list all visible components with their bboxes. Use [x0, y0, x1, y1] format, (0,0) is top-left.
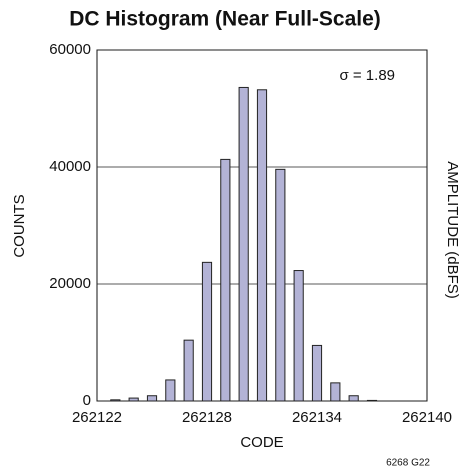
bar — [275, 168, 286, 402]
chart-title: DC Histogram (Near Full-Scale) — [69, 8, 381, 31]
clipped-axis-label: AMPLITUDE (dBFS) — [444, 161, 461, 299]
bar — [348, 395, 359, 402]
y-tick-label: 20000 — [49, 275, 91, 292]
bar — [165, 379, 176, 402]
y-tick-label: 60000 — [49, 41, 91, 58]
bar — [256, 89, 268, 402]
y-tick-label: 40000 — [49, 158, 91, 175]
x-axis-label: CODE — [240, 434, 283, 451]
bar — [220, 158, 231, 402]
bar — [238, 86, 249, 402]
bar — [183, 339, 194, 402]
annotation: σ = 1.89 — [339, 67, 395, 84]
bar — [146, 395, 158, 402]
bar — [110, 399, 121, 402]
bar — [366, 399, 378, 402]
figure-id: 6268 G22 — [386, 458, 430, 469]
x-tick-label: 262134 — [292, 409, 342, 426]
x-tick-label: 262140 — [402, 409, 452, 426]
x-tick-label: 262128 — [182, 409, 232, 426]
bar — [311, 344, 323, 402]
y-axis-label: COUNTS — [11, 194, 28, 257]
y-tick-label: 0 — [83, 392, 91, 409]
bar — [293, 270, 304, 402]
bar — [128, 397, 139, 402]
bar — [201, 261, 213, 402]
x-tick-label: 262122 — [72, 409, 122, 426]
bar — [330, 382, 341, 402]
